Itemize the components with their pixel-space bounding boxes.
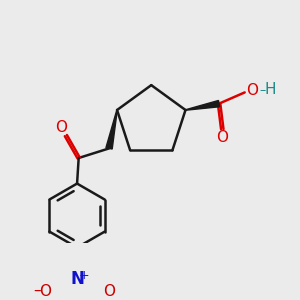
Text: N: N <box>70 270 84 288</box>
Text: –: – <box>33 282 41 297</box>
Text: O: O <box>246 83 258 98</box>
Text: +: + <box>79 269 90 282</box>
Polygon shape <box>106 110 117 149</box>
Text: O: O <box>216 130 228 146</box>
Text: H: H <box>265 82 276 97</box>
Text: O: O <box>39 284 51 299</box>
Text: O: O <box>55 120 67 135</box>
Text: –: – <box>259 84 266 97</box>
Polygon shape <box>185 100 220 110</box>
Text: O: O <box>103 284 115 299</box>
